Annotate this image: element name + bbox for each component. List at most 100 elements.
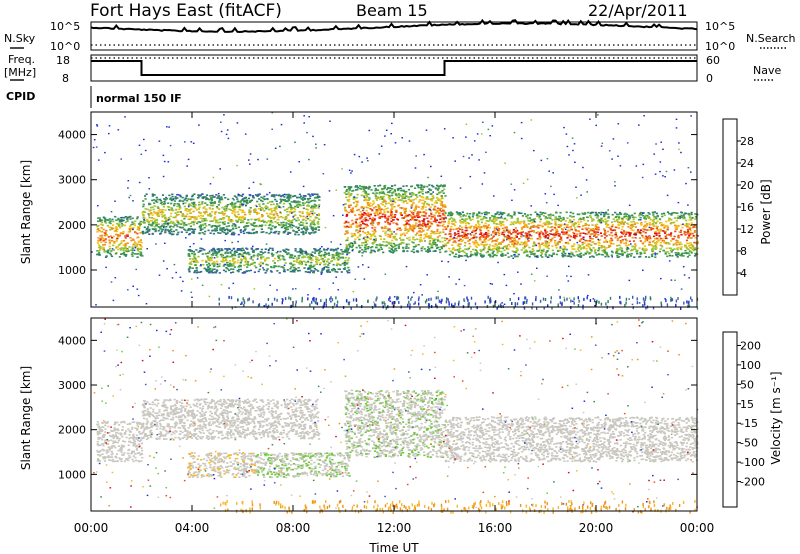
echo-cell [506,230,509,232]
echo-cell [232,247,236,250]
echo-cell [265,270,268,272]
echo-cell [347,226,350,228]
echo-cell [501,254,505,257]
echo-cell [234,214,237,217]
echo-cell [344,256,347,259]
echo-cell [273,209,276,212]
echo-cell [411,225,414,227]
echo-cell [514,235,517,237]
echo-cell [420,249,423,252]
echo-cell [384,232,387,234]
echo-cell [593,243,596,245]
echo-cell [420,208,423,210]
echo-cell [615,250,618,253]
echo-cell [474,241,477,244]
echo-cell [259,261,262,264]
echo-cell [130,253,133,256]
echo-cell [240,217,243,219]
echo-cell [386,227,389,230]
echo-cell [370,222,373,225]
echo-cell [474,249,477,251]
echo-cell [509,223,512,226]
echo-cell [524,245,528,247]
echo-cell [126,220,129,222]
echo-cell [585,223,589,226]
echo-cell [530,234,533,237]
echo-cell [674,230,677,233]
echo-cell [373,218,376,220]
echo-cell [544,216,547,218]
echo-cell [132,243,135,246]
echo-cell [621,219,624,221]
echo-cell [271,225,274,227]
echo-cell [463,236,466,239]
echo-cell [397,227,400,229]
echo-cell [105,255,108,257]
echo-cell [611,239,614,241]
echo-cell [398,237,402,239]
echo-cell [405,195,408,197]
echo-cell [128,246,131,248]
echo-cell [432,216,435,218]
echo-cell [573,248,576,250]
echo-cell [285,193,288,196]
echo-cell [687,212,691,215]
echo-cell [652,227,655,230]
echo-cell [222,258,225,260]
echo-cell [380,202,383,205]
echo-cell [354,214,357,216]
echo-cell [192,204,195,207]
echo-cell [667,242,670,244]
echo-cell [587,227,590,230]
echo-cell [358,213,361,216]
echo-cell [406,232,409,234]
echo-cell [133,222,136,225]
echo-cell [393,184,397,187]
echo-cell [514,250,518,253]
echo-cell [302,215,305,218]
echo-cell [673,248,676,250]
echo-cell [126,216,129,219]
echo-cell [252,222,255,225]
echo-cell [616,254,619,257]
echo-cell [367,204,370,206]
echo-cell [631,236,634,239]
echo-cell [210,214,213,217]
echo-cell [573,255,576,257]
echo-cell [189,222,193,225]
echo-cell [680,214,683,217]
echo-cell [170,207,173,209]
echo-cell [443,226,446,228]
echo-cell [300,260,303,263]
echo-cell [365,219,368,221]
echo-cell [313,212,316,214]
echo-cell [290,201,293,203]
echo-cell [343,264,346,267]
echo-cell [108,226,111,228]
echo-cell [528,220,531,222]
echo-cell [549,213,552,216]
echo-cell [261,200,264,203]
echo-cell [484,217,487,219]
echo-cell [557,219,560,221]
echo-cell [148,223,151,226]
echo-cell [562,216,565,219]
echo-cell [441,220,444,223]
echo-cell [351,219,354,222]
echo-cell [629,227,632,229]
echo-cell [409,225,412,228]
echo-cell [154,222,157,224]
echo-cell [588,235,592,238]
echo-cell [534,255,537,258]
echo-cell [654,244,657,247]
echo-cell [189,204,193,207]
echo-cell [598,221,601,224]
echo-cell [582,218,585,220]
echo-cell [490,237,493,240]
echo-cell [508,231,511,234]
echo-cell [163,200,166,203]
echo-cell [511,237,514,240]
echo-cell [227,255,230,258]
echo-cell [185,215,188,217]
